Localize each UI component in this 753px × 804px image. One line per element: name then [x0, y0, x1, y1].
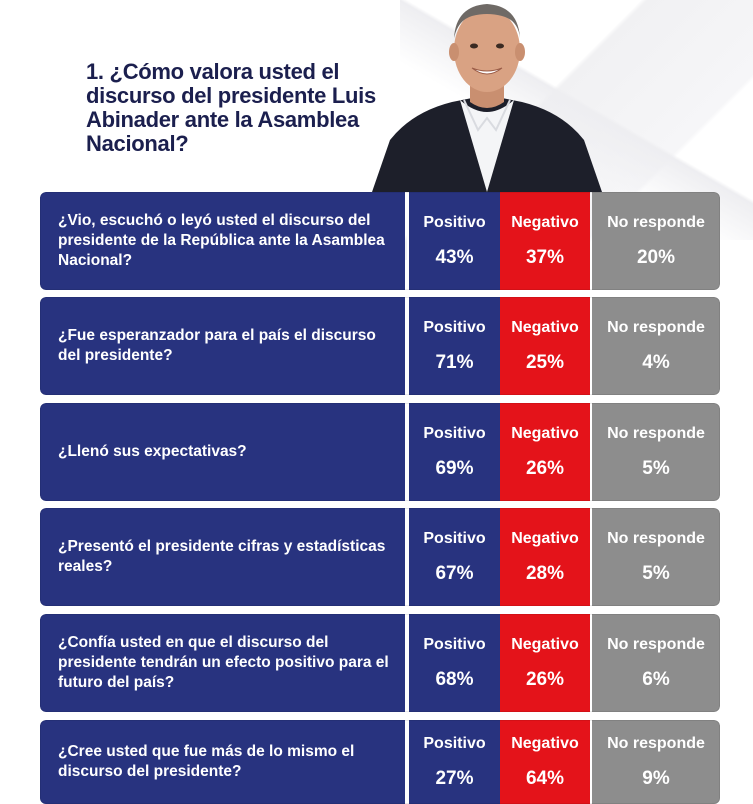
negative-cell: Negativo 25% — [500, 297, 590, 395]
no-answer-cell: No responde 20% — [592, 192, 720, 290]
question-label: ¿Presentó el presidente cifras y estadís… — [40, 508, 405, 606]
question-label: ¿Cree usted que fue más de lo mismo el d… — [40, 720, 405, 804]
no-answer-label: No responde — [607, 214, 705, 231]
positive-value: 69% — [435, 458, 474, 479]
positive-value: 43% — [435, 247, 474, 268]
negative-value: 25% — [525, 352, 565, 373]
positive-cell: Positivo 68% — [407, 614, 500, 712]
no-answer-cell: No responde 6% — [592, 614, 720, 712]
negative-value: 26% — [525, 458, 565, 479]
no-answer-value: 9% — [642, 768, 670, 789]
positive-cell: Positivo 69% — [407, 403, 500, 501]
negative-cell: Negativo 37% — [500, 192, 590, 290]
negative-value: 26% — [525, 669, 565, 690]
positive-cell: Positivo 27% — [407, 720, 500, 804]
positive-cell: Positivo 67% — [407, 508, 500, 606]
question-label: ¿Vio, escuchó o leyó usted el discurso d… — [40, 192, 405, 290]
positive-value: 68% — [435, 669, 474, 690]
negative-value: 64% — [525, 768, 565, 789]
table-row: ¿Fue esperanzador para el país el discur… — [40, 297, 720, 395]
positive-value: 27% — [435, 768, 474, 789]
table-row: ¿Confía usted en que el discurso del pre… — [40, 614, 720, 712]
no-answer-label: No responde — [607, 735, 705, 752]
table-row: ¿Cree usted que fue más de lo mismo el d… — [40, 720, 720, 804]
no-answer-value: 5% — [642, 563, 670, 584]
no-answer-cell: No responde 4% — [592, 297, 720, 395]
positive-cell: Positivo 71% — [407, 297, 500, 395]
no-answer-value: 6% — [642, 669, 670, 690]
positive-label: Positivo — [423, 530, 486, 547]
negative-label: Negativo — [511, 636, 579, 653]
chart-title: 1. ¿Cómo valora usted el discurso del pr… — [86, 59, 376, 156]
negative-cell: Negativo 64% — [500, 720, 590, 804]
negative-label: Negativo — [511, 214, 579, 231]
no-answer-value: 20% — [636, 247, 676, 268]
positive-label: Positivo — [423, 636, 486, 653]
negative-label: Negativo — [511, 425, 579, 442]
table-row: ¿Llenó sus expectativas? Positivo 69% Ne… — [40, 403, 720, 501]
positive-label: Positivo — [423, 425, 486, 442]
negative-label: Negativo — [511, 735, 579, 752]
positive-label: Positivo — [423, 735, 486, 752]
negative-value: 28% — [525, 563, 565, 584]
question-label: ¿Llenó sus expectativas? — [40, 403, 405, 501]
no-answer-cell: No responde 5% — [592, 508, 720, 606]
negative-cell: Negativo 28% — [500, 508, 590, 606]
table-row: ¿Vio, escuchó o leyó usted el discurso d… — [40, 192, 720, 290]
table-row: ¿Presentó el presidente cifras y estadís… — [40, 508, 720, 606]
question-label: ¿Fue esperanzador para el país el discur… — [40, 297, 405, 395]
negative-value: 37% — [525, 247, 565, 268]
negative-cell: Negativo 26% — [500, 614, 590, 712]
question-label: ¿Confía usted en que el discurso del pre… — [40, 614, 405, 712]
no-answer-cell: No responde 5% — [592, 403, 720, 501]
positive-label: Positivo — [423, 319, 486, 336]
president-portrait — [372, 0, 602, 192]
negative-label: Negativo — [511, 319, 579, 336]
no-answer-label: No responde — [607, 530, 705, 547]
no-answer-label: No responde — [607, 636, 705, 653]
no-answer-value: 4% — [642, 352, 670, 373]
negative-cell: Negativo 26% — [500, 403, 590, 501]
no-answer-label: No responde — [607, 425, 705, 442]
positive-label: Positivo — [423, 214, 486, 231]
no-answer-label: No responde — [607, 319, 705, 336]
positive-value: 71% — [435, 352, 474, 373]
positive-cell: Positivo 43% — [407, 192, 500, 290]
positive-value: 67% — [435, 563, 474, 584]
no-answer-value: 5% — [642, 458, 670, 479]
no-answer-cell: No responde 9% — [592, 720, 720, 804]
negative-label: Negativo — [511, 530, 579, 547]
